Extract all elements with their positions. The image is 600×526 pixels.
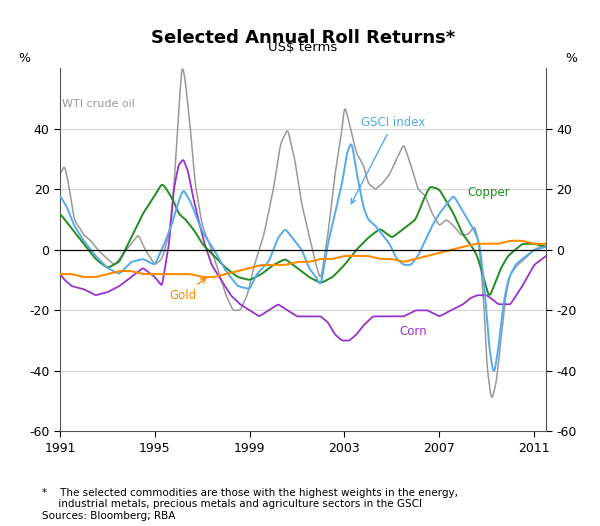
Text: %: % <box>566 52 578 65</box>
Text: *    The selected commodities are those with the highest weights in the energy,
: * The selected commodities are those wit… <box>42 488 458 521</box>
Text: GSCI index: GSCI index <box>351 116 425 204</box>
Text: Corn: Corn <box>399 325 427 338</box>
Text: %: % <box>19 52 31 65</box>
Text: Gold: Gold <box>169 278 206 302</box>
Title: Selected Annual Roll Returns*: Selected Annual Roll Returns* <box>151 29 455 47</box>
Text: Copper: Copper <box>468 186 511 199</box>
Text: WTI crude oil: WTI crude oil <box>62 99 135 109</box>
Text: US$ terms: US$ terms <box>268 41 338 54</box>
